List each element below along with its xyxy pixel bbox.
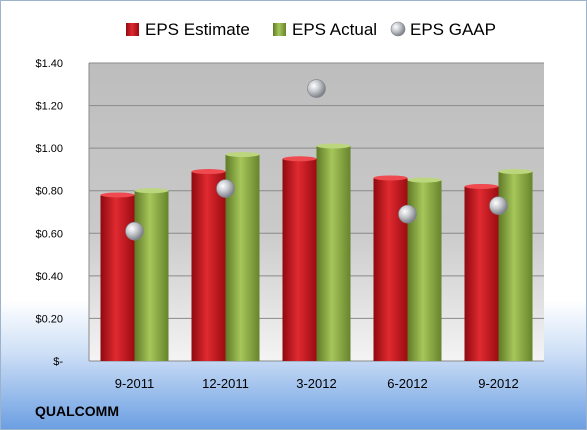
brand-label: QUALCOMM xyxy=(35,403,119,419)
gaap-point xyxy=(489,196,508,215)
bar-top xyxy=(225,152,260,158)
bar-top xyxy=(282,156,317,162)
gaap-point xyxy=(307,79,326,98)
x-tick-label: 9-2011 xyxy=(115,376,155,391)
legend-label: EPS Estimate xyxy=(145,20,250,39)
legend: EPS Estimate EPS Actual EPS GAAP xyxy=(126,20,496,39)
x-tick-label: 3-2012 xyxy=(296,376,336,391)
legend-swatch xyxy=(390,21,406,37)
bar-eps-estimate xyxy=(100,194,135,361)
bar-eps-estimate xyxy=(464,186,499,361)
x-axis-ticks: 9-2011 12-2011 3-2012 6-2012 9-2012 xyxy=(115,376,519,391)
gaap-point xyxy=(398,204,417,224)
x-tick-label: 9-2012 xyxy=(478,376,518,391)
bar-top xyxy=(191,169,226,175)
legend-label: EPS GAAP xyxy=(410,20,496,39)
bar-top xyxy=(464,183,499,189)
y-tick-label: $1.20 xyxy=(35,101,63,113)
y-tick-label: $0.20 xyxy=(35,313,63,325)
legend-item-eps-actual: EPS Actual xyxy=(273,20,377,39)
legend-item-eps-gaap: EPS GAAP xyxy=(390,20,496,39)
legend-item-eps-estimate: EPS Estimate xyxy=(126,20,250,39)
bar-eps-actual xyxy=(134,190,169,361)
gaap-points xyxy=(125,79,508,241)
bar-eps-estimate xyxy=(191,171,226,361)
bar-top xyxy=(316,143,351,149)
legend-label: EPS Actual xyxy=(292,20,377,39)
y-tick-label: $0.80 xyxy=(35,186,63,198)
bar-top xyxy=(373,175,408,181)
bar-eps-estimate xyxy=(373,177,408,361)
y-tick-label: $0.60 xyxy=(35,228,63,240)
bar-top xyxy=(498,169,533,175)
y-tick-label: $1.00 xyxy=(35,143,63,155)
y-tick-label: $0.40 xyxy=(35,271,63,283)
bar-eps-actual xyxy=(316,146,351,361)
legend-swatch xyxy=(273,23,286,36)
bar-eps-estimate xyxy=(282,158,317,361)
legend-swatch xyxy=(126,23,139,36)
bar-top xyxy=(134,188,169,194)
gaap-point xyxy=(216,179,235,198)
x-tick-label: 12-2011 xyxy=(202,376,249,391)
bar-top xyxy=(407,177,442,183)
y-tick-label: $- xyxy=(53,356,63,368)
x-tick-label: 6-2012 xyxy=(387,376,427,391)
gaap-point xyxy=(125,221,144,241)
y-axis-ticks: $- $0.20 $0.40 $0.60 $0.80 $1.00 $1.20 $1.40 xyxy=(35,58,63,368)
bar-top xyxy=(100,192,135,198)
y-tick-label: $1.40 xyxy=(35,58,63,70)
